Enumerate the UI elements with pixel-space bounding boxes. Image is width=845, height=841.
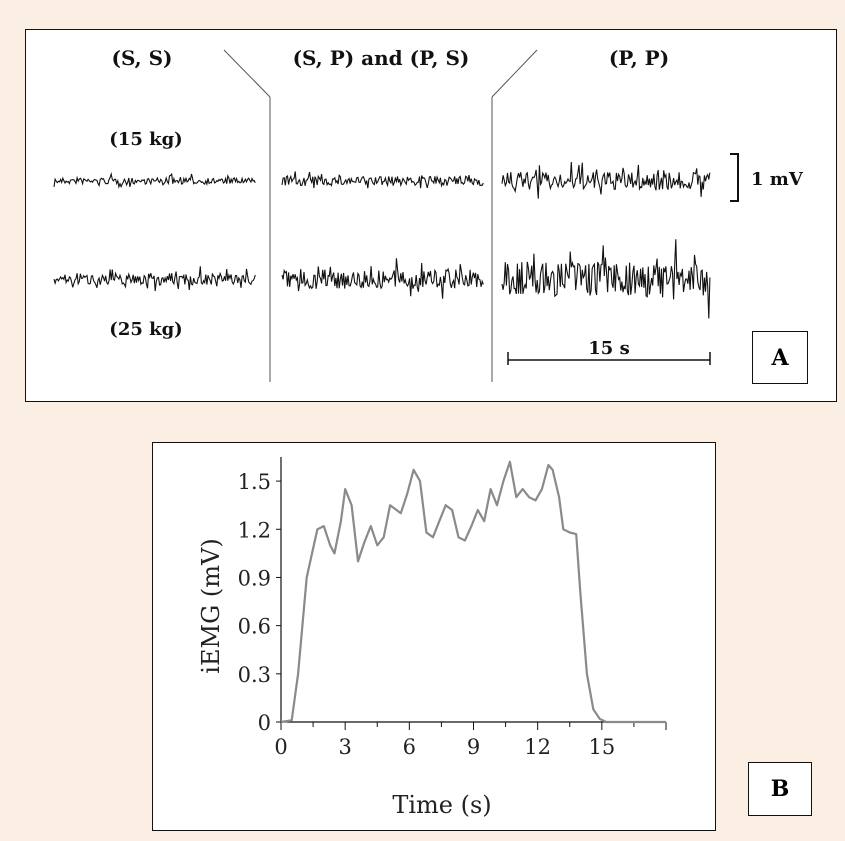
divider-left <box>223 49 271 98</box>
condition-sp-ps-label: (S, P) and (P, S) <box>293 46 470 70</box>
x-axis-label: Time (s) <box>392 791 491 819</box>
panel-b-tag-text: B <box>770 776 790 802</box>
emg-trace-row2-col3 <box>501 239 711 319</box>
voltage-scale-label: 1 mV <box>751 169 804 190</box>
y-tick-label: 0 <box>258 711 271 735</box>
emg-trace-row1-col2 <box>281 171 484 189</box>
emg-trace-row1-col3 <box>501 161 711 199</box>
y-tick-label: 0.3 <box>238 663 271 687</box>
emg-trace-row2-col2 <box>281 258 484 299</box>
x-tick-label: 15 <box>588 735 615 759</box>
condition-pp-label: (P, P) <box>609 46 669 70</box>
x-tick-label: 3 <box>338 735 351 759</box>
chart-axes <box>276 457 667 730</box>
load-25kg-label: (25 kg) <box>109 319 182 340</box>
iemg-chart-panel: 0 3 6 9 12 15 0 0.3 0.6 0.9 1.2 1.5 Time (s) iEMG (… <box>152 442 716 831</box>
iemg-series-line <box>280 460 666 724</box>
panel-b-tag: B <box>748 762 812 816</box>
divider-right <box>491 49 538 98</box>
time-scale-bar <box>507 352 711 365</box>
emg-trace-row2-col1 <box>53 266 256 292</box>
load-15kg-label: (15 kg) <box>109 129 182 150</box>
condition-ss-label: (S, S) <box>111 46 172 70</box>
emg-traces <box>53 161 711 319</box>
panel-a-tag-text: A <box>771 344 789 371</box>
x-tick-label: 9 <box>467 735 480 759</box>
y-tick-label: 1.2 <box>238 518 271 542</box>
panel-a-tag: A <box>752 331 808 384</box>
emg-traces-panel: (S, S) (S, P) and (P, S) (P, P) (15 kg) … <box>25 29 837 402</box>
y-axis-label: iEMG (mV) <box>197 538 225 673</box>
time-scale-label: 15 s <box>588 338 629 359</box>
x-tick-label: 0 <box>274 735 287 759</box>
voltage-scale-bar <box>730 153 739 202</box>
emg-trace-row1-col1 <box>53 171 256 189</box>
emg-traces-svg: (S, S) (S, P) and (P, S) (P, P) (15 kg) … <box>53 46 804 382</box>
chart-ticks: 0 3 6 9 12 15 0 0.3 0.6 0.9 1.2 1.5 <box>238 470 616 759</box>
y-tick-label: 0.6 <box>238 615 271 639</box>
iemg-chart: 0 3 6 9 12 15 0 0.3 0.6 0.9 1.2 1.5 Time (s) iEMG (… <box>197 457 667 819</box>
y-tick-label: 1.5 <box>238 470 271 494</box>
x-tick-label: 12 <box>524 735 551 759</box>
y-tick-label: 0.9 <box>238 566 271 590</box>
x-tick-label: 6 <box>403 735 416 759</box>
